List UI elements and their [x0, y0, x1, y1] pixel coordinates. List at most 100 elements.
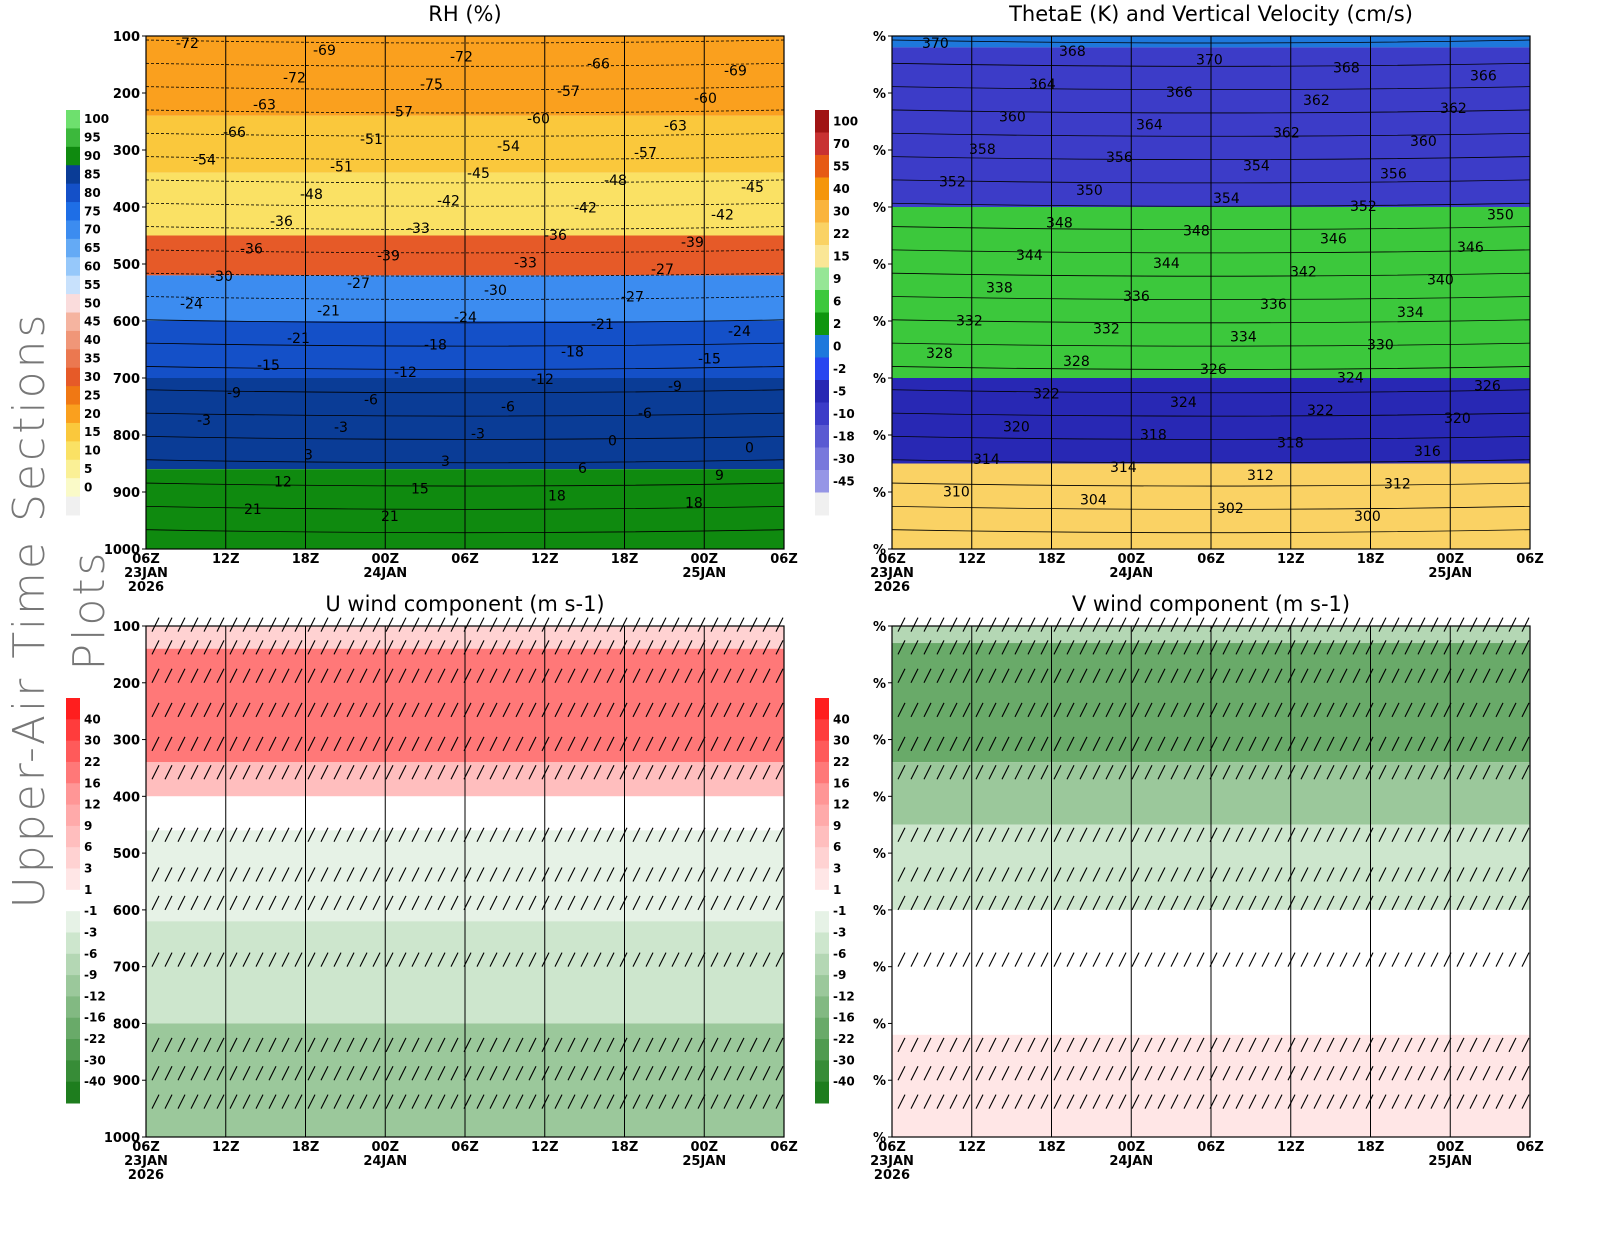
wind-barb: [177, 736, 186, 752]
wind-barb: [949, 1094, 958, 1109]
wind-barb: [203, 895, 212, 911]
wind-barb: [975, 736, 984, 752]
wind-barb: [476, 702, 485, 718]
figure-side-title: Upper-Air Time Sections Plots: [4, 311, 115, 909]
wind-barb: [1170, 952, 1179, 967]
wind-barb: [1352, 668, 1361, 684]
wind-barb: [1378, 1094, 1387, 1109]
wind-barb: [962, 895, 971, 911]
wind-barb: [1144, 765, 1153, 780]
wind-barb: [294, 827, 303, 843]
colorbar-label: 12: [84, 798, 101, 812]
colorbar-label: -30: [84, 1053, 106, 1067]
wind-barb: [1014, 952, 1023, 967]
wind-barb: [1092, 668, 1101, 684]
wind-barb: [294, 1065, 303, 1081]
wind-barb: [1313, 736, 1322, 752]
wind-barb: [1456, 1037, 1465, 1053]
wind-barb: [177, 895, 186, 911]
wind-barb: [606, 827, 615, 843]
wind-barb: [541, 736, 550, 752]
wind-barb: [1261, 668, 1270, 684]
wind-barb: [962, 827, 971, 843]
wind-barb: [541, 952, 550, 967]
wind-barb: [476, 765, 485, 780]
wind-barb: [606, 736, 615, 752]
x-date-label: 24JAN: [1109, 1154, 1153, 1169]
wind-barb: [1222, 1037, 1231, 1053]
wind-barb: [645, 827, 654, 843]
contour-label: 352: [1350, 199, 1377, 215]
wind-barb: [294, 702, 303, 718]
wind-barb: [515, 702, 524, 718]
wind-barb: [736, 952, 745, 967]
wind-barb: [684, 765, 693, 780]
wind-barb: [190, 867, 199, 882]
wind-barb: [749, 1037, 758, 1053]
contour-label: 348: [1183, 224, 1210, 240]
wind-barb: [346, 640, 355, 655]
wind-barb: [1352, 765, 1361, 780]
contour-line: [891, 249, 1531, 254]
colorbar-label: 9: [833, 819, 841, 833]
wind-barb: [450, 640, 459, 655]
thetae-title: ThetaE (K) and Vertical Velocity (cm/s): [1009, 2, 1413, 26]
contour-label: -54: [497, 139, 520, 155]
x-tick-label: 00Z: [690, 1140, 718, 1155]
wind-barb: [1469, 952, 1478, 967]
wind-barb: [710, 1037, 719, 1053]
contour-label: 358: [969, 142, 996, 158]
rh-title: RH (%): [428, 2, 502, 26]
colorbar-label: -16: [84, 1011, 106, 1025]
x-tick-label: 12Z: [212, 1140, 240, 1155]
wind-barb: [962, 736, 971, 752]
wind-barb: [1131, 702, 1140, 718]
wind-barb: [1079, 827, 1088, 843]
contour-label: 3: [441, 454, 450, 470]
colorbar-label: 6: [833, 294, 841, 308]
contour-label: -6: [638, 406, 652, 422]
wind-barb: [632, 702, 641, 718]
wind-barb: [1430, 640, 1439, 655]
contour-label: -57: [557, 84, 580, 100]
wind-barb: [255, 617, 264, 632]
wind-barb: [593, 702, 602, 718]
y-tick-label: 600: [113, 904, 140, 919]
wind-barb: [1417, 895, 1426, 911]
wind-barb: [372, 1065, 381, 1081]
wind-barb: [684, 952, 693, 967]
colorbar-swatch: [66, 202, 80, 221]
wind-barb: [1365, 952, 1374, 967]
wind-barb: [437, 952, 446, 967]
colorbar-swatch: [815, 911, 829, 933]
wind-barb: [1287, 702, 1296, 718]
wind-barb: [333, 617, 342, 632]
wind-barb: [411, 617, 420, 632]
wind-barb: [606, 617, 615, 632]
wind-barb: [281, 702, 290, 718]
wind-barb: [962, 702, 971, 718]
contour-label: -21: [591, 317, 614, 333]
contour-label: -36: [240, 242, 263, 258]
wind-barb: [949, 668, 958, 684]
wind-barb: [1183, 895, 1192, 911]
wind-barb: [1053, 1094, 1062, 1109]
wind-barb: [424, 617, 433, 632]
wind-barb: [216, 827, 225, 843]
wind-barb: [580, 1094, 589, 1109]
wind-barb: [1196, 1094, 1205, 1109]
contour-label: 326: [1474, 379, 1501, 395]
wind-barb: [1053, 952, 1062, 967]
wind-barb: [671, 640, 680, 655]
wind-barb: [1222, 736, 1231, 752]
wind-barb: [1053, 668, 1062, 684]
wind-barb: [1326, 765, 1335, 780]
wind-barb: [476, 867, 485, 882]
contour-line: [145, 459, 785, 464]
colorbar-label: 12: [833, 798, 850, 812]
wind-barb: [528, 1037, 537, 1053]
wind-barb: [619, 1094, 628, 1109]
wind-barb: [1261, 617, 1270, 632]
wind-barb: [775, 1065, 784, 1081]
